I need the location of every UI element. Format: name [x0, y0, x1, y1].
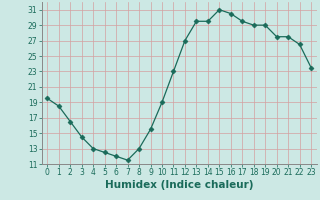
X-axis label: Humidex (Indice chaleur): Humidex (Indice chaleur): [105, 180, 253, 190]
